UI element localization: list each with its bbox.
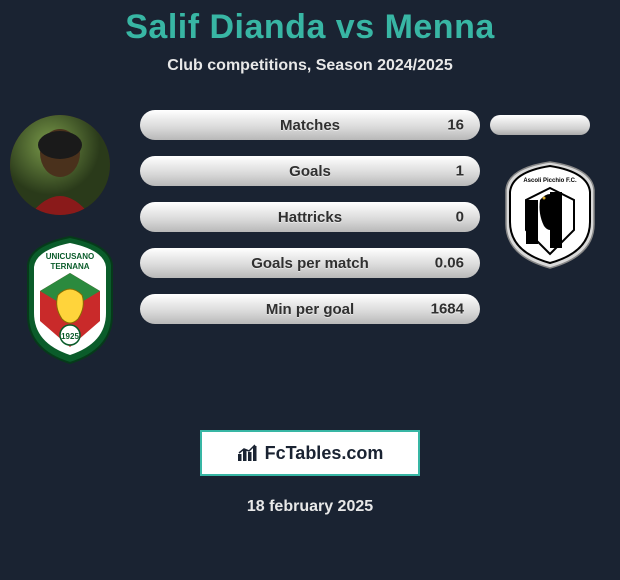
crest-right-text: Ascoli Picchio F.C.: [523, 178, 577, 184]
stat-row: Hattricks 0: [140, 202, 480, 232]
right-blank-pill: [490, 115, 590, 135]
stat-label: Hattricks: [278, 209, 342, 226]
avatar-icon: [10, 115, 110, 215]
main-area: UNICUSANO TERNANA 1925 Ascoli Picchio F.…: [0, 105, 620, 405]
branding-box: FcTables.com: [200, 430, 420, 476]
ternana-crest-icon: UNICUSANO TERNANA 1925: [20, 235, 120, 365]
right-club-crest: Ascoli Picchio F.C.: [500, 160, 600, 270]
stat-label: Goals per match: [251, 255, 369, 272]
ascoli-crest-icon: Ascoli Picchio F.C.: [500, 160, 600, 270]
stat-row: Min per goal 1684: [140, 294, 480, 324]
crest-text-top: UNICUSANO: [46, 252, 94, 261]
stat-label: Matches: [280, 117, 340, 134]
stat-value-right: 0.06: [435, 255, 464, 272]
bar-chart-icon: [237, 444, 259, 462]
page-title: Salif Dianda vs Menna: [0, 8, 620, 47]
stat-label: Min per goal: [266, 301, 354, 318]
stat-value-right: 1: [456, 163, 464, 180]
stat-row: Matches 16: [140, 110, 480, 140]
stat-row: Goals per match 0.06: [140, 248, 480, 278]
left-club-crest: UNICUSANO TERNANA 1925: [20, 235, 120, 365]
branding-text: FcTables.com: [265, 443, 384, 464]
crest-text-bottom: TERNANA: [50, 262, 89, 271]
comparison-card: Salif Dianda vs Menna Club competitions,…: [0, 0, 620, 516]
crest-year: 1925: [61, 332, 79, 341]
player-avatar: [10, 115, 110, 215]
stat-value-right: 1684: [431, 301, 464, 318]
stat-value-right: 0: [456, 209, 464, 226]
stat-label: Goals: [289, 163, 331, 180]
stat-value-right: 16: [447, 117, 464, 134]
page-subtitle: Club competitions, Season 2024/2025: [0, 57, 620, 75]
stat-row: Goals 1: [140, 156, 480, 186]
stats-list: Matches 16 Goals 1 Hattricks 0 Goals per…: [140, 110, 480, 324]
footer-date: 18 february 2025: [0, 498, 620, 516]
